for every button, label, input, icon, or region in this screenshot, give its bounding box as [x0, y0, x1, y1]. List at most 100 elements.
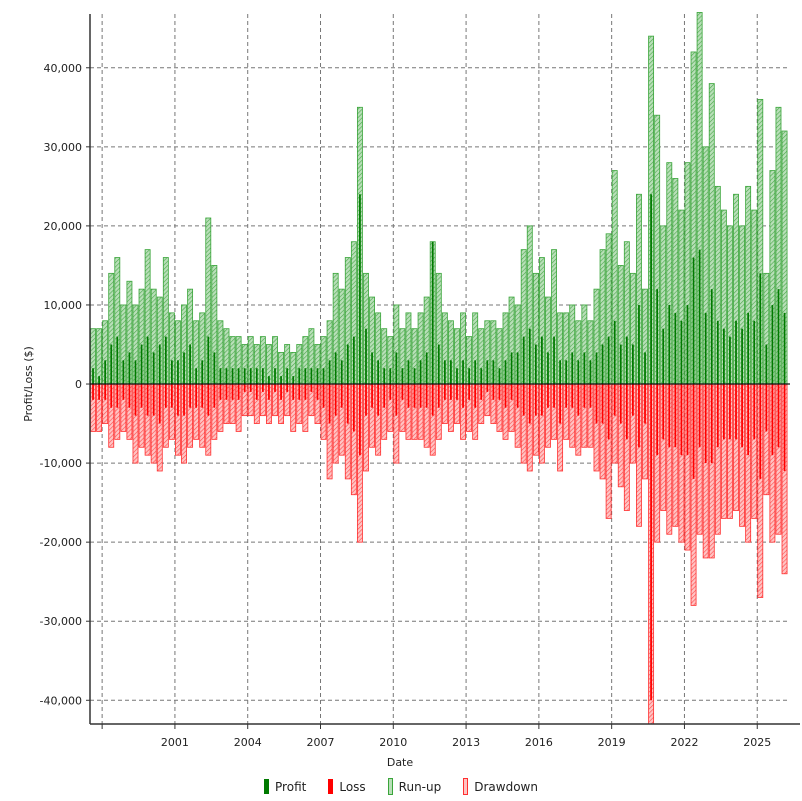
profit-bar — [741, 328, 743, 385]
profit-bar — [116, 336, 119, 385]
profit-bar — [450, 360, 452, 385]
legend-label: Drawdown — [474, 779, 538, 794]
profit-bar — [462, 360, 464, 385]
profit-bar — [328, 360, 331, 385]
loss-swatch-icon — [328, 779, 334, 794]
profit-bar — [195, 368, 198, 385]
loss-bar — [619, 384, 622, 424]
profit-bar — [310, 368, 313, 385]
loss-bar — [249, 384, 252, 392]
loss-bar — [158, 384, 161, 424]
loss-bar — [528, 384, 531, 424]
legend-label: Run-up — [398, 779, 442, 794]
loss-bar — [534, 384, 537, 416]
profit-bar — [504, 360, 507, 385]
loss-bar — [437, 384, 440, 408]
loss-bar — [310, 384, 313, 392]
legend-item-runup: Run-up — [387, 778, 442, 795]
legend-item-profit: Profit — [264, 778, 306, 795]
loss-bar — [280, 384, 282, 400]
profit-bar — [407, 360, 410, 385]
x-tick-label: 2004 — [234, 736, 262, 749]
loss-bar — [486, 384, 489, 392]
loss-bar — [668, 384, 671, 448]
profit-bar — [783, 312, 786, 385]
loss-bar — [716, 384, 719, 448]
loss-bar — [122, 384, 125, 400]
profit-bar — [656, 289, 659, 385]
bars — [90, 12, 788, 725]
profit-bar — [777, 289, 780, 385]
loss-bar — [516, 384, 519, 408]
profit-bar — [359, 194, 361, 385]
profit-bar — [547, 352, 549, 385]
loss-bar — [334, 384, 337, 416]
loss-bar — [231, 384, 234, 400]
loss-bar — [371, 384, 373, 408]
profit-bar — [255, 368, 258, 385]
loss-bar — [365, 384, 367, 416]
profit-bar — [589, 360, 592, 385]
loss-bar — [395, 384, 398, 416]
profit-bar — [322, 368, 325, 385]
loss-bar — [92, 384, 94, 400]
loss-bar — [765, 384, 768, 432]
profit-bar — [662, 328, 665, 385]
loss-bar — [735, 384, 737, 440]
y-axis-label: Profit/Loss ($) — [22, 346, 35, 422]
profit-bar — [292, 376, 295, 385]
loss-bar — [510, 384, 513, 400]
profit-bar — [607, 336, 610, 385]
profit-bar — [680, 320, 683, 385]
profit-bar — [765, 344, 768, 385]
loss-bar — [389, 384, 392, 400]
profit-bar — [231, 368, 234, 385]
profit-bar — [425, 352, 428, 385]
profit-bar — [128, 352, 131, 385]
loss-bar — [134, 384, 137, 416]
loss-bar — [425, 384, 428, 408]
profit-bar — [213, 352, 216, 385]
loss-bar — [346, 384, 349, 424]
loss-bar — [474, 384, 477, 408]
loss-bar — [225, 384, 228, 400]
x-tick-label: 2010 — [379, 736, 407, 749]
loss-bar — [261, 384, 264, 392]
profit-bar — [189, 344, 191, 385]
loss-bar — [304, 384, 307, 400]
y-tick-label: 20,000 — [44, 220, 83, 233]
profit-bar — [577, 360, 580, 385]
profit-bar — [134, 360, 137, 385]
profit-bar — [280, 376, 282, 385]
loss-bar — [522, 384, 525, 416]
profit-bar — [352, 336, 355, 385]
y-tick-label: -20,000 — [40, 536, 82, 549]
profit-bar — [104, 360, 107, 385]
loss-bar — [656, 384, 659, 456]
loss-bar — [98, 384, 100, 400]
profit-bar — [674, 312, 677, 385]
profit-bar — [771, 304, 774, 385]
loss-bar — [407, 384, 410, 408]
profit-bar — [553, 336, 555, 385]
loss-bar — [152, 384, 155, 416]
loss-bar — [316, 384, 319, 400]
legend-item-loss: Loss — [328, 778, 366, 795]
profit-bar — [122, 360, 125, 385]
loss-bar — [255, 384, 258, 400]
profit-bar — [286, 368, 289, 385]
profit-bar — [571, 352, 574, 385]
profit-bar — [340, 360, 343, 385]
profit-bar — [613, 320, 616, 385]
legend-label: Profit — [275, 779, 307, 794]
profit-bar — [480, 368, 483, 385]
loss-bar — [565, 384, 568, 408]
loss-bar — [419, 384, 422, 408]
profit-bar — [437, 344, 440, 385]
profit-bar — [516, 352, 519, 385]
profit-bar — [171, 360, 173, 385]
loss-bar — [541, 384, 543, 416]
profit-bar — [601, 344, 604, 385]
loss-bar — [401, 384, 404, 400]
loss-bar — [268, 384, 270, 400]
